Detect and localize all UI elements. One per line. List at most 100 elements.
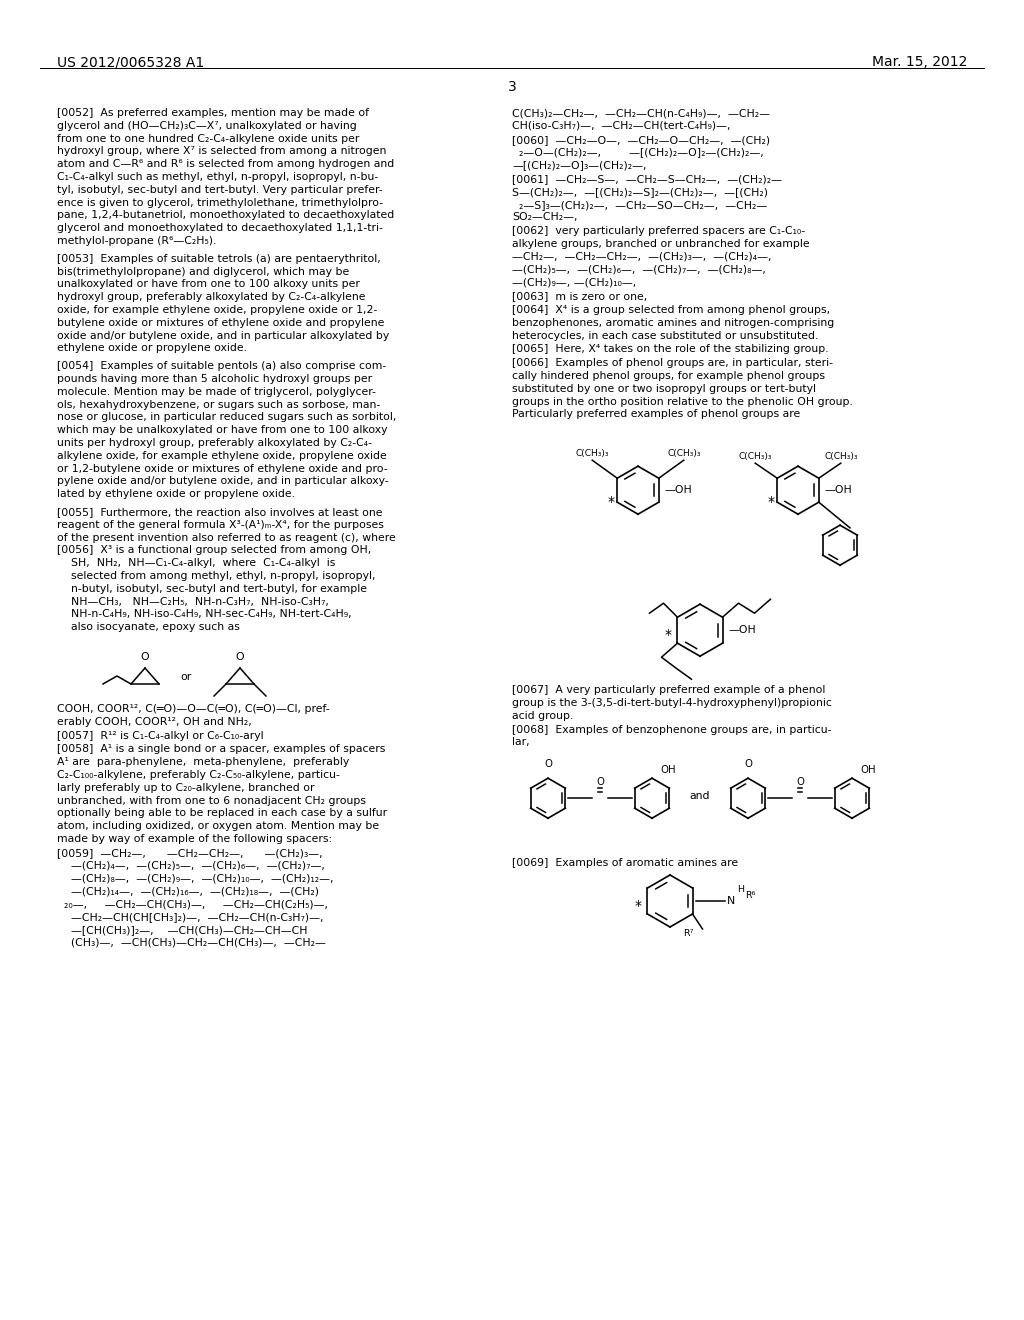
Text: group is the 3-(3,5-di-tert-butyl-4-hydroxyphenyl)propionic: group is the 3-(3,5-di-tert-butyl-4-hydr…	[512, 698, 831, 708]
Text: SH,  NH₂,  NH—C₁-C₄-alkyl,  where  C₁-C₄-alkyl  is: SH, NH₂, NH—C₁-C₄-alkyl, where C₁-C₄-alk…	[57, 558, 336, 568]
Text: (CH₃)—,  —CH(CH₃)—CH₂—CH(CH₃)—,  —CH₂—: (CH₃)—, —CH(CH₃)—CH₂—CH(CH₃)—, —CH₂—	[57, 937, 326, 948]
Text: [0063]  m is zero or one,: [0063] m is zero or one,	[512, 292, 647, 301]
Text: ence is given to glycerol, trimethylolethane, trimethylolpro-: ence is given to glycerol, trimethylolet…	[57, 198, 383, 207]
Text: optionally being able to be replaced in each case by a sulfur: optionally being able to be replaced in …	[57, 808, 387, 818]
Text: O: O	[744, 759, 752, 770]
Text: CH(iso-C₃H₇)—,  —CH₂—CH(tert-C₄H₉)—,: CH(iso-C₃H₇)—, —CH₂—CH(tert-C₄H₉)—,	[512, 121, 730, 131]
Text: benzophenones, aromatic amines and nitrogen-comprising: benzophenones, aromatic amines and nitro…	[512, 318, 835, 327]
Text: [0058]  A¹ is a single bond or a spacer, examples of spacers: [0058] A¹ is a single bond or a spacer, …	[57, 744, 385, 755]
Text: NH-n-C₄H₉, NH-iso-C₄H₉, NH-sec-C₄H₉, NH-tert-C₄H₉,: NH-n-C₄H₉, NH-iso-C₄H₉, NH-sec-C₄H₉, NH-…	[57, 610, 351, 619]
Text: O: O	[796, 777, 804, 787]
Text: R⁶: R⁶	[745, 891, 756, 899]
Text: [0066]  Examples of phenol groups are, in particular, steri-: [0066] Examples of phenol groups are, in…	[512, 358, 833, 368]
Text: atom and C—R⁶ and R⁶ is selected from among hydrogen and: atom and C—R⁶ and R⁶ is selected from am…	[57, 160, 394, 169]
Text: —CH₂—,  —CH₂—CH₂—,  —(CH₂)₃—,  —(CH₂)₄—,: —CH₂—, —CH₂—CH₂—, —(CH₂)₃—, —(CH₂)₄—,	[512, 252, 771, 261]
Text: [0056]  X³ is a functional group selected from among OH,: [0056] X³ is a functional group selected…	[57, 545, 372, 556]
Text: glycerol and (HO—CH₂)₃C—X⁷, unalkoxylated or having: glycerol and (HO—CH₂)₃C—X⁷, unalkoxylate…	[57, 121, 356, 131]
Text: ₂₀—,     —CH₂—CH(CH₃)—,     —CH₂—CH(C₂H₅)—,: ₂₀—, —CH₂—CH(CH₃)—, —CH₂—CH(C₂H₅)—,	[57, 899, 328, 909]
Text: erably COOH, COOR¹², OH and NH₂,: erably COOH, COOR¹², OH and NH₂,	[57, 717, 252, 727]
Text: units per hydroxyl group, preferably alkoxylated by C₂-C₄-: units per hydroxyl group, preferably alk…	[57, 438, 372, 447]
Text: [0054]  Examples of suitable pentols (a) also comprise com-: [0054] Examples of suitable pentols (a) …	[57, 362, 386, 371]
Text: [0059]  —CH₂—,      —CH₂—CH₂—,      —(CH₂)₃—,: [0059] —CH₂—, —CH₂—CH₂—, —(CH₂)₃—,	[57, 847, 323, 858]
Text: —CH₂—CH(CH[CH₃]₂)—,  —CH₂—CH(n-C₃H₇)—,: —CH₂—CH(CH[CH₃]₂)—, —CH₂—CH(n-C₃H₇)—,	[57, 912, 324, 921]
Text: O: O	[544, 759, 552, 770]
Text: OH: OH	[860, 766, 876, 775]
Text: *: *	[665, 628, 672, 643]
Text: O: O	[236, 652, 245, 663]
Text: and: and	[690, 791, 711, 801]
Text: nose or glucose, in particular reduced sugars such as sorbitol,: nose or glucose, in particular reduced s…	[57, 412, 396, 422]
Text: methylol-propane (R⁶—C₂H₅).: methylol-propane (R⁶—C₂H₅).	[57, 236, 216, 246]
Text: of the present invention also referred to as reagent (c), where: of the present invention also referred t…	[57, 532, 395, 543]
Text: unbranched, with from one to 6 nonadjacent CH₂ groups: unbranched, with from one to 6 nonadjace…	[57, 796, 366, 805]
Text: [0062]  very particularly preferred spacers are C₁-C₁₀-: [0062] very particularly preferred space…	[512, 226, 805, 236]
Text: —OH: —OH	[664, 486, 692, 495]
Text: C(CH₃)₃: C(CH₃)₃	[824, 453, 857, 461]
Text: 3: 3	[508, 81, 516, 94]
Text: [0069]  Examples of aromatic amines are: [0069] Examples of aromatic amines are	[512, 858, 738, 869]
Text: [0060]  —CH₂—O—,  —CH₂—O—CH₂—,  —(CH₂): [0060] —CH₂—O—, —CH₂—O—CH₂—, —(CH₂)	[512, 135, 770, 145]
Text: alkylene oxide, for example ethylene oxide, propylene oxide: alkylene oxide, for example ethylene oxi…	[57, 451, 387, 461]
Text: [0068]  Examples of benzophenone groups are, in particu-: [0068] Examples of benzophenone groups a…	[512, 725, 831, 735]
Text: larly preferably up to C₂₀-alkylene, branched or: larly preferably up to C₂₀-alkylene, bra…	[57, 783, 314, 793]
Text: pylene oxide and/or butylene oxide, and in particular alkoxy-: pylene oxide and/or butylene oxide, and …	[57, 477, 389, 486]
Text: groups in the ortho position relative to the phenolic OH group.: groups in the ortho position relative to…	[512, 396, 853, 407]
Text: C(CH₃)₃: C(CH₃)₃	[667, 449, 700, 458]
Text: [0064]  X⁴ is a group selected from among phenol groups,: [0064] X⁴ is a group selected from among…	[512, 305, 830, 315]
Text: H: H	[737, 886, 744, 895]
Text: —(CH₂)₅—,  —(CH₂)₆—,  —(CH₂)₇—,  —(CH₂)₈—,: —(CH₂)₅—, —(CH₂)₆—, —(CH₂)₇—, —(CH₂)₈—,	[512, 264, 766, 275]
Text: O: O	[140, 652, 150, 663]
Text: Particularly preferred examples of phenol groups are: Particularly preferred examples of pheno…	[512, 409, 800, 420]
Text: C₁-C₄-alkyl such as methyl, ethyl, n-propyl, isopropyl, n-bu-: C₁-C₄-alkyl such as methyl, ethyl, n-pro…	[57, 172, 378, 182]
Text: —OH: —OH	[824, 486, 852, 495]
Text: NH—CH₃,   NH—C₂H₅,  NH-n-C₃H₇,  NH-iso-C₃H₇,: NH—CH₃, NH—C₂H₅, NH-n-C₃H₇, NH-iso-C₃H₇,	[57, 597, 329, 607]
Text: C(CH₃)₃: C(CH₃)₃	[738, 453, 772, 461]
Text: [0055]  Furthermore, the reaction also involves at least one: [0055] Furthermore, the reaction also in…	[57, 507, 383, 517]
Text: ₂—O—(CH₂)₂—,        —[(CH₂)₂—O]₂—(CH₂)₂—,: ₂—O—(CH₂)₂—, —[(CH₂)₂—O]₂—(CH₂)₂—,	[512, 148, 764, 157]
Text: acid group.: acid group.	[512, 710, 573, 721]
Text: O: O	[596, 777, 604, 787]
Text: or: or	[180, 672, 191, 682]
Text: atom, including oxidized, or oxygen atom. Mention may be: atom, including oxidized, or oxygen atom…	[57, 821, 379, 832]
Text: selected from among methyl, ethyl, n-propyl, isopropyl,: selected from among methyl, ethyl, n-pro…	[57, 572, 376, 581]
Text: alkylene groups, branched or unbranched for example: alkylene groups, branched or unbranched …	[512, 239, 810, 249]
Text: —(CH₂)₉—, —(CH₂)₁₀—,: —(CH₂)₉—, —(CH₂)₁₀—,	[512, 277, 636, 288]
Text: *: *	[607, 495, 614, 510]
Text: [0065]  Here, X⁴ takes on the role of the stabilizing group.: [0065] Here, X⁴ takes on the role of the…	[512, 345, 828, 354]
Text: —(CH₂)₈—,  —(CH₂)₉—,  —(CH₂)₁₀—,  —(CH₂)₁₂—,: —(CH₂)₈—, —(CH₂)₉—, —(CH₂)₁₀—, —(CH₂)₁₂—…	[57, 874, 334, 883]
Text: which may be unalkoxylated or have from one to 100 alkoxy: which may be unalkoxylated or have from …	[57, 425, 387, 436]
Text: [0057]  R¹² is C₁-C₄-alkyl or C₆-C₁₀-aryl: [0057] R¹² is C₁-C₄-alkyl or C₆-C₁₀-aryl	[57, 730, 263, 741]
Text: OH: OH	[660, 766, 676, 775]
Text: *: *	[635, 899, 641, 913]
Text: lated by ethylene oxide or propylene oxide.: lated by ethylene oxide or propylene oxi…	[57, 490, 295, 499]
Text: —(CH₂)₄—,  —(CH₂)₅—,  —(CH₂)₆—,  —(CH₂)₇—,: —(CH₂)₄—, —(CH₂)₅—, —(CH₂)₆—, —(CH₂)₇—,	[57, 861, 325, 871]
Text: [0053]  Examples of suitable tetrols (a) are pentaerythritol,: [0053] Examples of suitable tetrols (a) …	[57, 253, 381, 264]
Text: oxide, for example ethylene oxide, propylene oxide or 1,2-: oxide, for example ethylene oxide, propy…	[57, 305, 377, 315]
Text: reagent of the general formula X³-(A¹)ₘ-X⁴, for the purposes: reagent of the general formula X³-(A¹)ₘ-…	[57, 520, 384, 529]
Text: heterocycles, in each case substituted or unsubstituted.: heterocycles, in each case substituted o…	[512, 330, 818, 341]
Text: lar,: lar,	[512, 738, 529, 747]
Text: from one to one hundred C₂-C₄-alkylene oxide units per: from one to one hundred C₂-C₄-alkylene o…	[57, 133, 359, 144]
Text: Mar. 15, 2012: Mar. 15, 2012	[871, 55, 967, 69]
Text: [0052]  As preferred examples, mention may be made of: [0052] As preferred examples, mention ma…	[57, 108, 369, 117]
Text: molecule. Mention may be made of triglycerol, polyglycer-: molecule. Mention may be made of triglyc…	[57, 387, 376, 397]
Text: R⁷: R⁷	[683, 928, 693, 937]
Text: or 1,2-butylene oxide or mixtures of ethylene oxide and pro-: or 1,2-butylene oxide or mixtures of eth…	[57, 463, 388, 474]
Text: C₂-C₁₀₀-alkylene, preferably C₂-C₅₀-alkylene, particu-: C₂-C₁₀₀-alkylene, preferably C₂-C₅₀-alky…	[57, 770, 340, 780]
Text: oxide and/or butylene oxide, and in particular alkoxylated by: oxide and/or butylene oxide, and in part…	[57, 330, 389, 341]
Text: A¹ are  para-phenylene,  meta-phenylene,  preferably: A¹ are para-phenylene, meta-phenylene, p…	[57, 758, 349, 767]
Text: —(CH₂)₁₄—,  —(CH₂)₁₆—,  —(CH₂)₁₈—,  —(CH₂): —(CH₂)₁₄—, —(CH₂)₁₆—, —(CH₂)₁₈—, —(CH₂)	[57, 886, 319, 896]
Text: N: N	[727, 896, 735, 906]
Text: tyl, isobutyl, sec-butyl and tert-butyl. Very particular prefer-: tyl, isobutyl, sec-butyl and tert-butyl.…	[57, 185, 383, 195]
Text: SO₂—CH₂—,: SO₂—CH₂—,	[512, 213, 578, 222]
Text: hydroxyl group, where X⁷ is selected from among a nitrogen: hydroxyl group, where X⁷ is selected fro…	[57, 147, 386, 156]
Text: bis(trimethylolpropane) and diglycerol, which may be: bis(trimethylolpropane) and diglycerol, …	[57, 267, 349, 277]
Text: —OH: —OH	[728, 626, 756, 635]
Text: US 2012/0065328 A1: US 2012/0065328 A1	[57, 55, 204, 69]
Text: C(CH₃)₃: C(CH₃)₃	[575, 449, 609, 458]
Text: ols, hexahydroxybenzene, or sugars such as sorbose, man-: ols, hexahydroxybenzene, or sugars such …	[57, 400, 380, 409]
Text: butylene oxide or mixtures of ethylene oxide and propylene: butylene oxide or mixtures of ethylene o…	[57, 318, 384, 327]
Text: —[(CH₂)₂—O]₃—(CH₂)₂—,: —[(CH₂)₂—O]₃—(CH₂)₂—,	[512, 160, 646, 170]
Text: unalkoxylated or have from one to 100 alkoxy units per: unalkoxylated or have from one to 100 al…	[57, 280, 359, 289]
Text: substituted by one or two isopropyl groups or tert-butyl: substituted by one or two isopropyl grou…	[512, 384, 816, 393]
